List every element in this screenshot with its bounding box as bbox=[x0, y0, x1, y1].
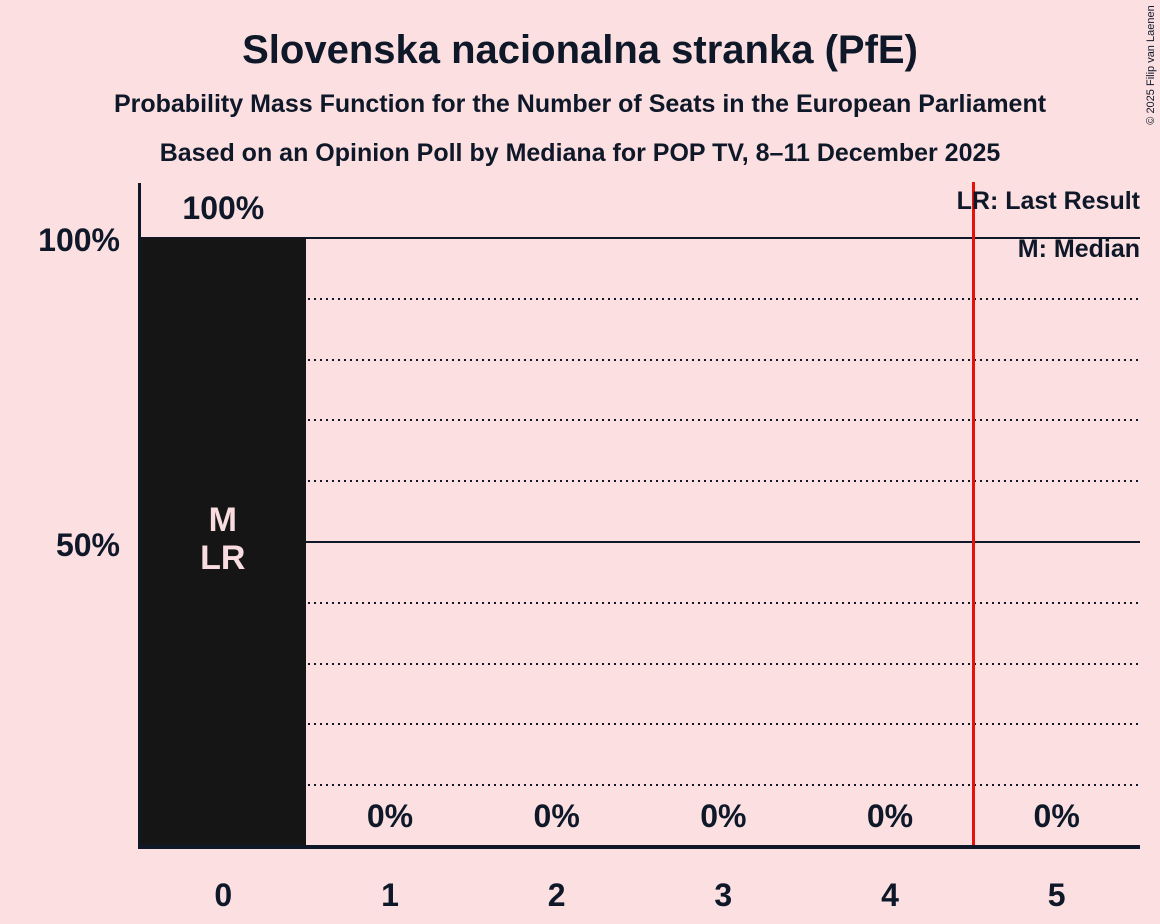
copyright-notice: © 2025 Filip van Laenen bbox=[1145, 5, 1157, 125]
bar-seats-0: M LR bbox=[140, 238, 306, 847]
chart-subtitle: Probability Mass Function for the Number… bbox=[113, 90, 1047, 118]
x-axis-label-5: 5 bbox=[1047, 877, 1066, 913]
x-axis-line bbox=[138, 845, 1140, 849]
bar-value-label-1: 0% bbox=[366, 798, 414, 834]
bar-value-label-0: 100% bbox=[182, 190, 265, 226]
x-axis-label-2: 2 bbox=[547, 877, 566, 913]
gridline-dotted-30 bbox=[140, 662, 1140, 665]
bar-value-label-3: 0% bbox=[700, 798, 747, 834]
bar-marker-median-lastresult: M LR bbox=[200, 500, 246, 577]
gridline-dotted-20 bbox=[140, 723, 1140, 726]
legend-median: M: Median bbox=[1017, 235, 1140, 263]
legend-last-result: LR: Last Result bbox=[956, 187, 1140, 215]
x-axis-label-3: 3 bbox=[714, 877, 733, 913]
gridline-dotted-90 bbox=[140, 297, 1140, 300]
y-axis-label-100: 100% bbox=[38, 222, 120, 258]
y-axis-line bbox=[138, 183, 141, 849]
gridline-solid-100 bbox=[140, 237, 1140, 239]
gridline-dotted-80 bbox=[140, 358, 1140, 361]
gridline-dotted-70 bbox=[140, 419, 1140, 422]
bar-value-label-5: 0% bbox=[1033, 798, 1080, 834]
red-marker-line bbox=[972, 182, 976, 847]
chart-poll-note: Based on an Opinion Poll by Mediana for … bbox=[159, 139, 1001, 167]
x-axis-label-1: 1 bbox=[381, 877, 399, 913]
gridline-dotted-40 bbox=[140, 601, 1140, 604]
gridline-dotted-10 bbox=[140, 784, 1140, 787]
gridline-solid-50 bbox=[140, 541, 1140, 543]
bar-value-label-4: 0% bbox=[866, 798, 914, 834]
x-axis-label-4: 4 bbox=[881, 877, 899, 913]
x-axis-label-0: 0 bbox=[214, 877, 233, 913]
gridline-dotted-60 bbox=[140, 480, 1140, 483]
chart-title: Slovenska nacionalna stranka (PfE) bbox=[242, 28, 918, 72]
bar-value-label-2: 0% bbox=[533, 798, 580, 834]
y-axis-label-50: 50% bbox=[55, 527, 120, 563]
